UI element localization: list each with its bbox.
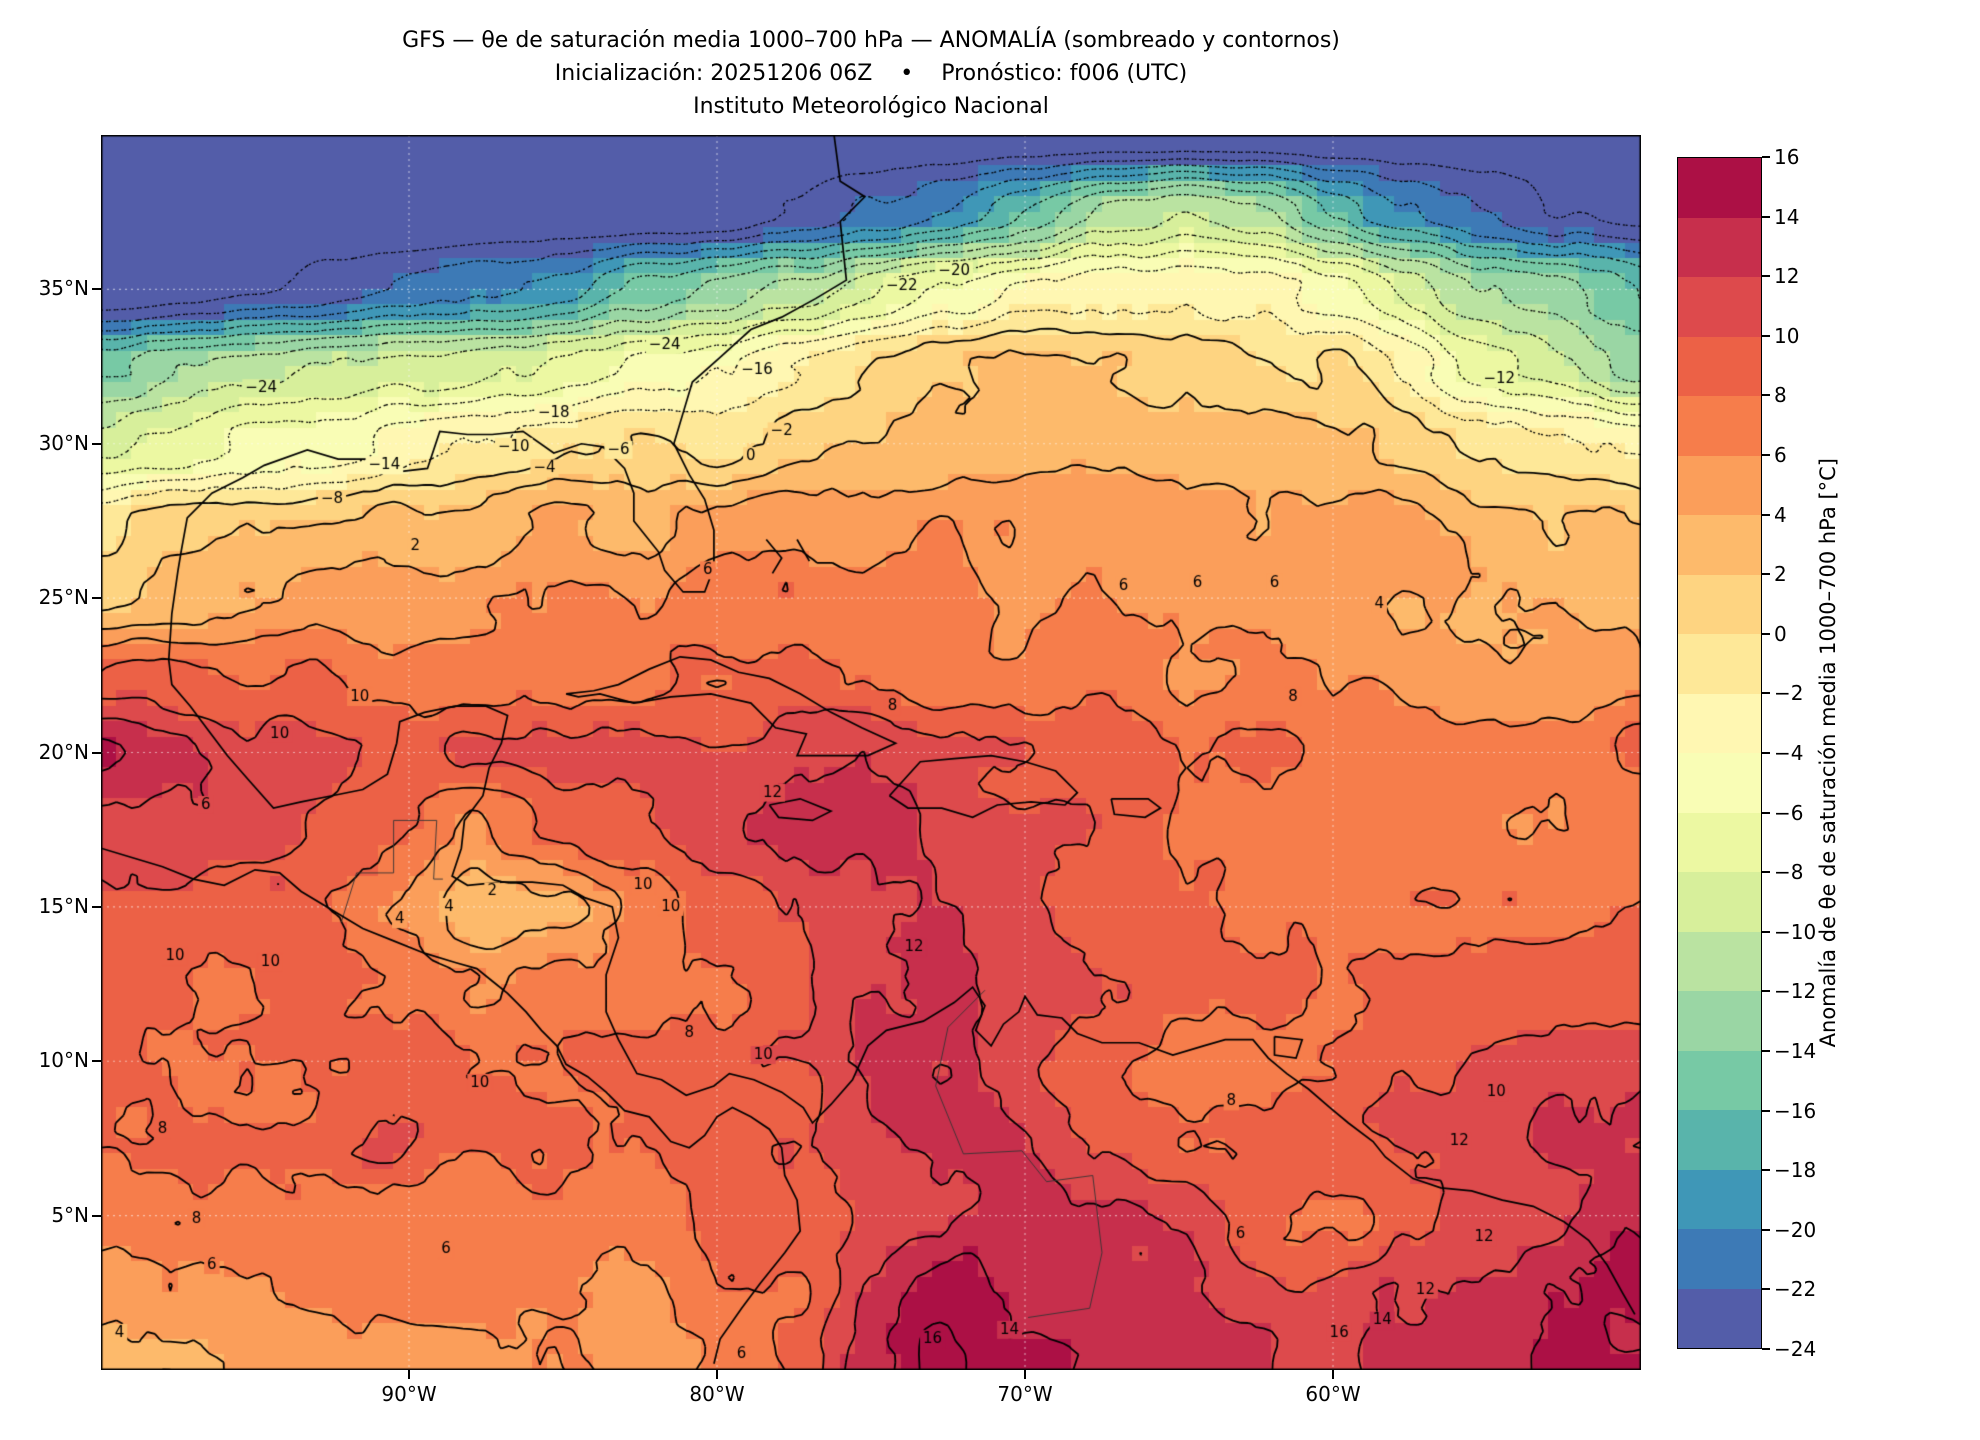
colorbar-bands — [1678, 158, 1761, 1348]
colorbar-band — [1678, 396, 1761, 456]
colorbar-tick-mark — [1762, 1348, 1770, 1350]
colorbar-tick-mark — [1762, 573, 1770, 576]
colorbar-band — [1678, 574, 1761, 634]
colorbar-band — [1678, 1110, 1761, 1170]
colorbar-band — [1678, 634, 1761, 694]
colorbar-tick-label: 8 — [1774, 383, 1787, 408]
colorbar-tick-mark — [1762, 215, 1770, 218]
colorbar-tick-mark — [1762, 692, 1770, 695]
x-axis-tick-mark — [408, 1370, 410, 1379]
colorbar-band — [1678, 455, 1761, 515]
colorbar-tick-mark — [1762, 1050, 1770, 1052]
y-axis-tick-mark — [92, 597, 101, 600]
chart-subtitle-init-forecast: Inicialización: 20251206 06Z • Pronóstic… — [554, 61, 1188, 86]
y-axis-tick-mark — [92, 1060, 101, 1063]
y-axis-tick-label: 5°N — [51, 1202, 89, 1227]
y-axis-tick-label: 35°N — [38, 276, 89, 301]
map-plot-area — [101, 135, 1641, 1370]
x-axis-tick-mark — [1024, 1370, 1026, 1379]
title-block: GFS — θe de saturación media 1000–700 hP… — [101, 24, 1641, 123]
colorbar — [1677, 157, 1762, 1349]
colorbar-tick-mark — [1762, 930, 1770, 933]
colorbar-tick-label: −8 — [1774, 860, 1804, 885]
y-axis-tick-label: 15°N — [38, 893, 89, 918]
y-axis-tick-mark — [92, 442, 101, 445]
colorbar-tick-mark — [1762, 811, 1770, 814]
colorbar-tick-label: −14 — [1774, 1039, 1817, 1063]
colorbar-band — [1678, 277, 1761, 337]
colorbar-tick-mark — [1762, 275, 1770, 278]
colorbar-tick-label: −18 — [1774, 1158, 1817, 1183]
colorbar-tick-mark — [1762, 334, 1770, 337]
colorbar-tick-mark — [1762, 513, 1770, 516]
x-axis-tick-label: 70°W — [997, 1382, 1053, 1406]
colorbar-tick-mark — [1762, 156, 1770, 158]
colorbar-band — [1678, 872, 1761, 932]
colorbar-band — [1678, 991, 1761, 1051]
anomaly-map-canvas — [101, 135, 1641, 1370]
colorbar-tick-label: 10 — [1774, 323, 1800, 348]
colorbar-tick-mark — [1762, 1228, 1770, 1231]
x-axis-tick-mark — [1332, 1370, 1334, 1379]
colorbar-tick-label: −10 — [1774, 919, 1817, 944]
colorbar-tick-label: 2 — [1774, 562, 1787, 587]
y-axis-tick-mark — [92, 1214, 101, 1217]
colorbar-tick-label: −2 — [1774, 681, 1804, 706]
colorbar-band — [1678, 1229, 1761, 1289]
colorbar-tick-label: 0 — [1774, 621, 1787, 646]
y-axis-tick-mark — [92, 751, 101, 754]
colorbar-band — [1678, 1050, 1761, 1110]
colorbar-band — [1678, 812, 1761, 872]
colorbar-tick-label: 12 — [1774, 264, 1800, 289]
colorbar-band — [1678, 753, 1761, 813]
x-axis-tick-label: 80°W — [689, 1382, 745, 1406]
x-axis-tick-label: 90°W — [381, 1382, 437, 1406]
colorbar-band — [1678, 693, 1761, 753]
colorbar-tick-mark — [1762, 1169, 1770, 1172]
y-axis-tick-mark — [92, 288, 101, 291]
x-axis-tick-label: 60°W — [1305, 1382, 1361, 1406]
colorbar-tick-label: −4 — [1774, 741, 1804, 765]
y-axis-tick-label: 10°N — [38, 1048, 89, 1073]
colorbar-tick-label: −6 — [1774, 800, 1804, 825]
colorbar-tick-label: 16 — [1774, 145, 1800, 169]
colorbar-tick-label: −22 — [1774, 1277, 1817, 1302]
colorbar-band — [1678, 515, 1761, 575]
colorbar-tick-label: 14 — [1774, 204, 1800, 229]
colorbar-tick-mark — [1762, 752, 1770, 754]
colorbar-tick-mark — [1762, 632, 1770, 635]
colorbar-tick-label: −24 — [1774, 1337, 1817, 1361]
colorbar-tick-label: −12 — [1774, 979, 1817, 1004]
y-axis-tick-label: 30°N — [38, 430, 89, 455]
colorbar-band — [1678, 217, 1761, 277]
colorbar-tick-mark — [1762, 1109, 1770, 1112]
colorbar-label: Anomalía de θe de saturación media 1000–… — [1816, 458, 1840, 1048]
y-axis-tick-label: 20°N — [38, 739, 89, 764]
x-axis-tick-mark — [716, 1370, 718, 1379]
colorbar-tick-mark — [1762, 990, 1770, 993]
chart-institution: Instituto Meteorológico Nacional — [693, 94, 1049, 119]
colorbar-band — [1678, 336, 1761, 396]
colorbar-tick-label: −20 — [1774, 1217, 1817, 1242]
colorbar-tick-mark — [1762, 394, 1770, 397]
colorbar-band — [1678, 931, 1761, 991]
colorbar-band — [1678, 1169, 1761, 1229]
colorbar-tick-label: −16 — [1774, 1098, 1817, 1123]
colorbar-tick-label: 6 — [1774, 443, 1787, 467]
colorbar-tick-label: 4 — [1774, 502, 1787, 527]
colorbar-band — [1678, 1288, 1761, 1348]
colorbar-band — [1678, 158, 1761, 218]
colorbar-tick-mark — [1762, 871, 1770, 874]
chart-title: GFS — θe de saturación media 1000–700 hP… — [402, 28, 1340, 53]
y-axis-tick-mark — [92, 905, 101, 908]
colorbar-tick-mark — [1762, 1288, 1770, 1291]
y-axis-tick-label: 25°N — [38, 585, 89, 610]
colorbar-tick-mark — [1762, 454, 1770, 456]
